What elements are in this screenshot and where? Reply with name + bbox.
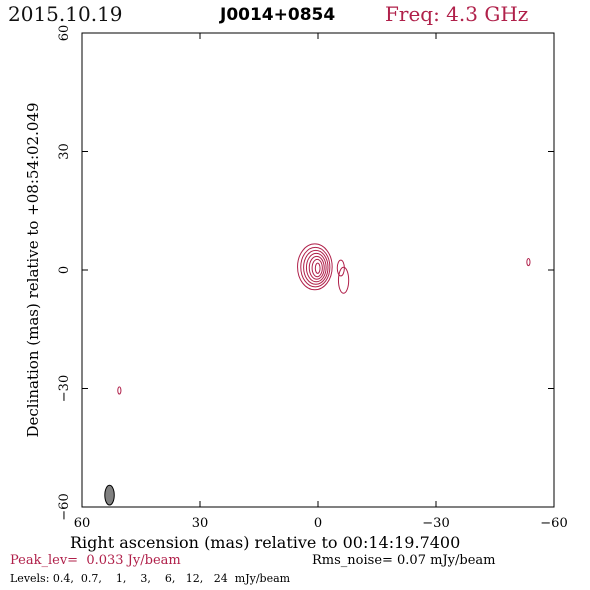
y-axis-label: Declination (mas) relative to +08:54:02.… bbox=[24, 102, 42, 437]
y-tick-label: 60 bbox=[57, 25, 72, 42]
beam-ellipse bbox=[104, 484, 115, 506]
noise-contour bbox=[526, 258, 531, 267]
jet-component-contour bbox=[336, 259, 345, 277]
source-name: J0014+0854 bbox=[220, 5, 336, 25]
x-tick-label: −60 bbox=[540, 516, 567, 531]
x-tick-label: 60 bbox=[74, 516, 91, 531]
x-tick-label: −30 bbox=[422, 516, 449, 531]
core-contour bbox=[314, 262, 321, 274]
y-tick-label: −60 bbox=[57, 493, 72, 520]
core-contour bbox=[308, 255, 325, 280]
core-contour bbox=[300, 246, 331, 288]
core-contour bbox=[311, 258, 323, 278]
y-tick-label: −30 bbox=[57, 375, 72, 402]
x-tick-label: 0 bbox=[314, 516, 322, 531]
rms-noise: Rms_noise= 0.07 mJy/beam bbox=[312, 553, 496, 568]
contour-levels: Levels: 0.4, 0.7, 1, 3, 6, 12, 24 mJy/be… bbox=[10, 572, 291, 585]
core-contour bbox=[303, 249, 329, 285]
core-contour bbox=[305, 252, 327, 283]
core-contour bbox=[297, 243, 333, 291]
x-axis-label: Right ascension (mas) relative to 00:14:… bbox=[70, 533, 461, 552]
observation-date: 2015.10.19 bbox=[8, 2, 123, 26]
peak-level: Peak_lev= 0.033 Jy/beam bbox=[10, 553, 181, 568]
axis-ticks: 60 30 0 −30 −60 −60 −30 0 30 60 bbox=[57, 25, 568, 531]
noise-contour bbox=[117, 386, 122, 395]
jet-component-contour bbox=[337, 266, 350, 294]
contours bbox=[104, 243, 531, 506]
frequency-label: Freq: 4.3 GHz bbox=[385, 2, 529, 26]
x-tick-label: 30 bbox=[192, 516, 209, 531]
plot-frame bbox=[81, 32, 555, 508]
y-tick-label: 30 bbox=[57, 143, 72, 160]
y-tick-label: 0 bbox=[57, 266, 72, 274]
